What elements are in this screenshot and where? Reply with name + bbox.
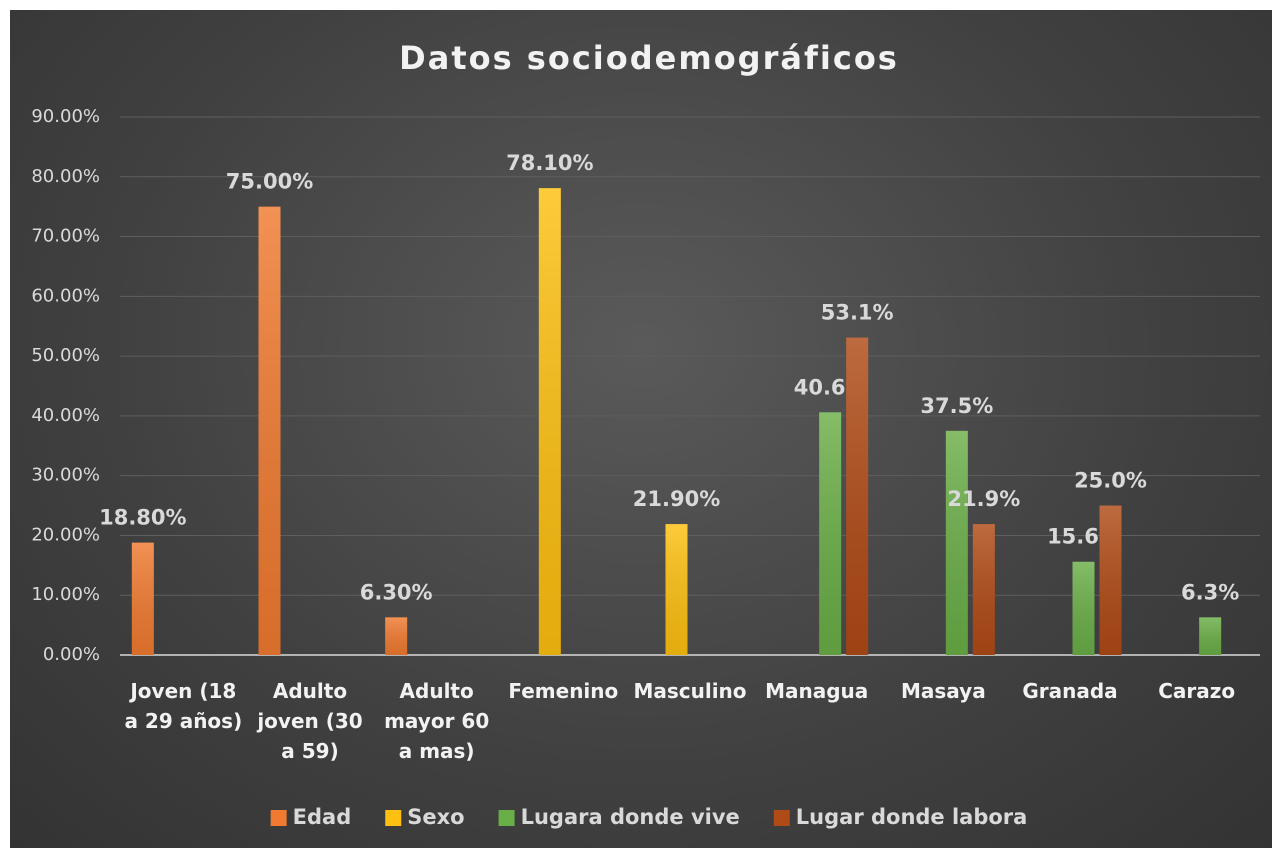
x-tick-label: Managua [765, 679, 869, 703]
bar-shade [1199, 617, 1222, 655]
y-tick-label: 70.00% [31, 226, 100, 247]
chart-title: Datos sociodemográficos [399, 39, 899, 77]
legend-swatch [270, 810, 287, 826]
bar-shade [385, 617, 408, 655]
bar-shade [846, 337, 869, 655]
data-label: 75.00% [226, 170, 313, 194]
bar-shade [1099, 505, 1122, 655]
y-tick-label: 90.00% [31, 106, 100, 127]
x-tick-label: Femenino [508, 679, 619, 703]
data-label: 25.0% [1074, 469, 1147, 493]
y-tick-label: 60.00% [31, 285, 100, 306]
data-label: 21.90% [633, 487, 720, 511]
y-tick-label: 20.00% [31, 524, 100, 545]
y-tick-label: 50.00% [31, 345, 100, 366]
x-tick-label: Joven (18 a 29 años) [124, 679, 243, 733]
data-label: 6.3% [1181, 580, 1239, 604]
y-tick-label: 30.00% [31, 465, 100, 486]
data-label: 21.9% [947, 487, 1020, 511]
bar-shade [665, 524, 688, 655]
legend-swatch [498, 810, 515, 826]
x-tick-label: Granada [1022, 679, 1118, 703]
x-tick-label: Masculino [633, 679, 747, 703]
legend-label: Edad [293, 805, 352, 829]
legend-swatch [385, 810, 402, 826]
chart-background [10, 10, 1272, 848]
x-tick-label: Adulto mayor 60 a mas) [384, 679, 490, 763]
y-tick-label: 80.00% [31, 166, 100, 187]
x-tick-label: Masaya [900, 679, 986, 703]
data-label: 18.80% [99, 506, 186, 530]
bar-shade [258, 206, 281, 655]
data-label: 37.5% [920, 394, 993, 418]
y-tick-label: 10.00% [31, 584, 100, 605]
bar-shade [1072, 561, 1095, 655]
bar-shade [131, 542, 154, 655]
legend-swatch [773, 810, 790, 826]
data-label: 53.1% [821, 301, 894, 325]
data-label: 78.10% [506, 151, 593, 175]
x-tick-label: Carazo [1158, 679, 1236, 703]
bar-shade [945, 430, 968, 655]
x-tick-label: Adulto joven (30 a 59) [257, 679, 363, 763]
legend-label: Lugara donde vive [521, 805, 740, 829]
legend-label: Lugar donde labora [796, 805, 1028, 829]
y-tick-label: 0.00% [43, 644, 100, 665]
y-tick-label: 40.00% [31, 405, 100, 426]
bar-shade [972, 524, 995, 655]
data-label: 6.30% [360, 580, 433, 604]
bar-shade [819, 412, 842, 655]
bar-shade [538, 188, 561, 655]
legend-label: Sexo [407, 805, 464, 829]
